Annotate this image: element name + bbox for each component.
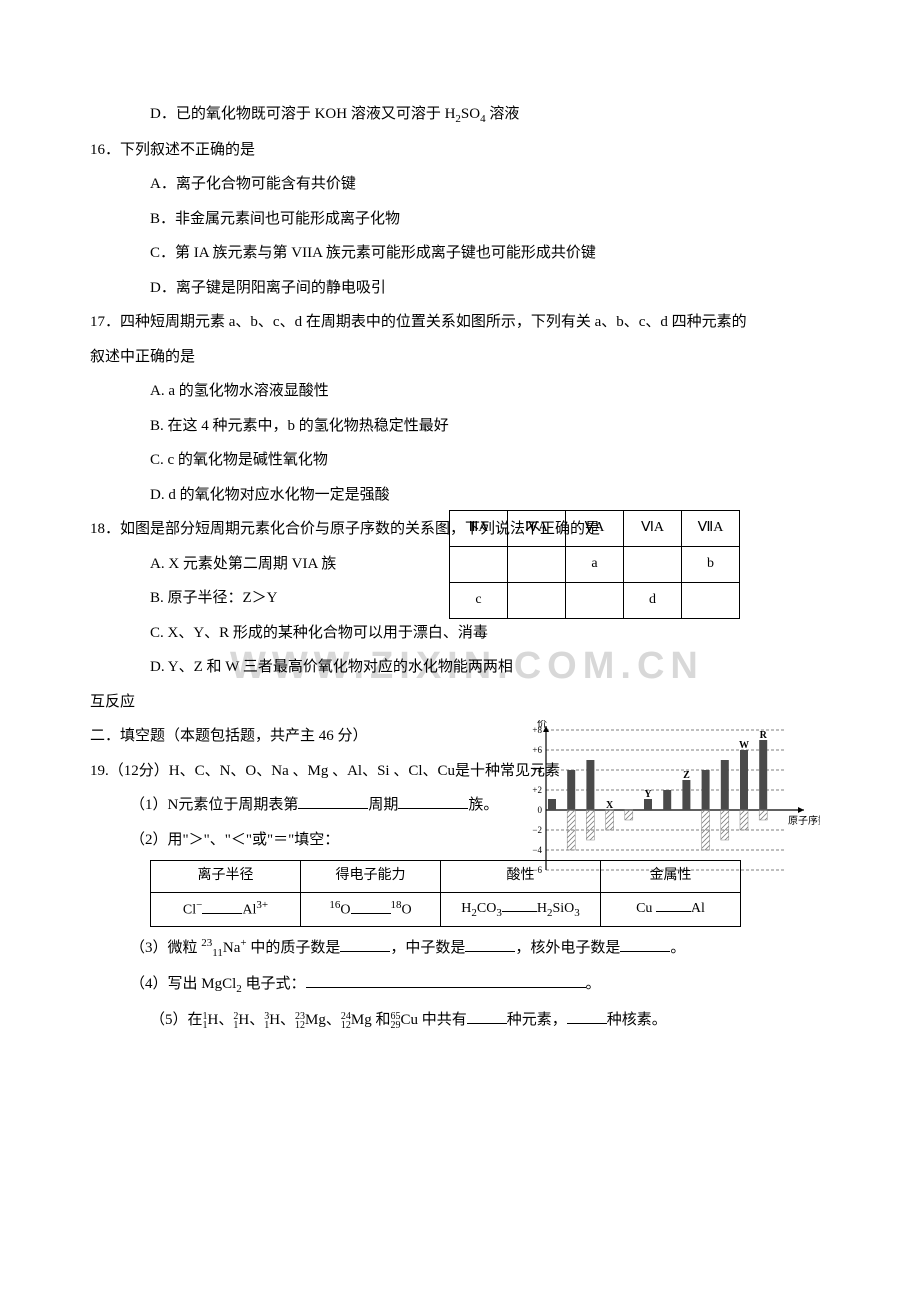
q17-th-1: ⅣA xyxy=(508,511,566,547)
q17-r1-3 xyxy=(624,547,682,583)
q15-option-d: D．已的氧化物既可溶于 KOH 溶液又可溶于 H2SO4 溶液 xyxy=(90,100,830,130)
q19-td2: 16O18O xyxy=(301,892,441,926)
q18-option-d: D. Y、Z 和 W 三者最高价氧化物对应的水化物能两两相 xyxy=(90,653,830,682)
q17-r2-2 xyxy=(566,583,624,619)
q17-periodic-table: ⅢA ⅣA ⅤA ⅥA ⅦA a b c d xyxy=(449,510,740,619)
q17-th-3: ⅥA xyxy=(624,511,682,547)
q17-th-4: ⅦA xyxy=(682,511,740,547)
q18-option-d-cont: 互反应 xyxy=(90,688,830,717)
q17-th-0: ⅢA xyxy=(450,511,508,547)
q16-option-d: D．离子键是阴阳离子间的静电吸引 xyxy=(90,274,830,303)
q17-th-2: ⅤA xyxy=(566,511,624,547)
q19-td3: H2CO3H2SiO3 xyxy=(441,892,601,926)
svg-text:+6: +6 xyxy=(532,745,542,755)
q17-r1-4: b xyxy=(682,547,740,583)
q16-option-b: B．非金属元素间也可能形成离子化物 xyxy=(90,205,830,234)
q17-stem-line1: 17．四种短周期元素 a、b、c、d 在周期表中的位置关系如图所示，下列有关 a… xyxy=(90,308,830,337)
q16-option-c: C．第 IA 族元素与第 VIIA 族元素可能形成离子键也可能形成共价键 xyxy=(90,239,830,268)
svg-text:X: X xyxy=(606,800,614,811)
svg-text:R: R xyxy=(760,730,768,741)
svg-text:原子序数: 原子序数 xyxy=(788,814,820,827)
q17-r1-2: a xyxy=(566,547,624,583)
q17-r2-4 xyxy=(682,583,740,619)
svg-text:−4: −4 xyxy=(532,845,542,855)
q19-td4: Cu Al xyxy=(601,892,741,926)
q19-part5: （5）在11H、21H、31H、2312Mg、2412Mg 和6529Cu 中共… xyxy=(90,1006,830,1035)
svg-text:+2: +2 xyxy=(532,785,542,795)
q19-th1: 离子半径 xyxy=(151,861,301,893)
svg-text:−6: −6 xyxy=(532,865,542,875)
q18-valence-chart: +8+6+4+20−2−4−6化合价原子序数XYZWR xyxy=(510,720,820,880)
svg-text:化合价: 化合价 xyxy=(535,720,547,728)
svg-text:0: 0 xyxy=(538,805,543,815)
q17-option-b: B. 在这 4 种元素中，b 的氢化物热稳定性最好 xyxy=(90,412,830,441)
q17-r2-3: d xyxy=(624,583,682,619)
q17-option-c: C. c 的氧化物是碱性氧化物 xyxy=(90,446,830,475)
q17-r2-0: c xyxy=(450,583,508,619)
svg-text:+4: +4 xyxy=(532,765,542,775)
q17-r1-0 xyxy=(450,547,508,583)
q16-option-a: A．离子化合物可能含有共价键 xyxy=(90,170,830,199)
svg-text:−2: −2 xyxy=(532,825,542,835)
q19-td1: Cl−Al3+ xyxy=(151,892,301,926)
q17-r2-1 xyxy=(508,583,566,619)
q16-stem: 16．下列叙述不正确的是 xyxy=(90,136,830,165)
q18-option-c: C. X、Y、R 形成的某种化合物可以用于漂白、消毒 xyxy=(90,619,830,648)
svg-text:Y: Y xyxy=(644,789,652,800)
document-content: D．已的氧化物既可溶于 KOH 溶液又可溶于 H2SO4 溶液 16．下列叙述不… xyxy=(90,100,830,1035)
svg-text:Z: Z xyxy=(683,770,690,781)
q19-part3: （3）微粒 2311Na+ 中的质子数是，中子数是，核外电子数是。 xyxy=(90,933,830,964)
q17-r1-1 xyxy=(508,547,566,583)
svg-text:W: W xyxy=(739,740,749,751)
q17-option-d: D. d 的氧化物对应水化物一定是强酸 xyxy=(90,481,830,510)
q17-option-a: A. a 的氢化物水溶液显酸性 xyxy=(90,377,830,406)
q19-th2: 得电子能力 xyxy=(301,861,441,893)
q19-part4: （4）写出 MgCl2 电子式：。 xyxy=(90,970,830,1000)
q17-stem-line2: 叙述中正确的是 xyxy=(90,343,830,372)
